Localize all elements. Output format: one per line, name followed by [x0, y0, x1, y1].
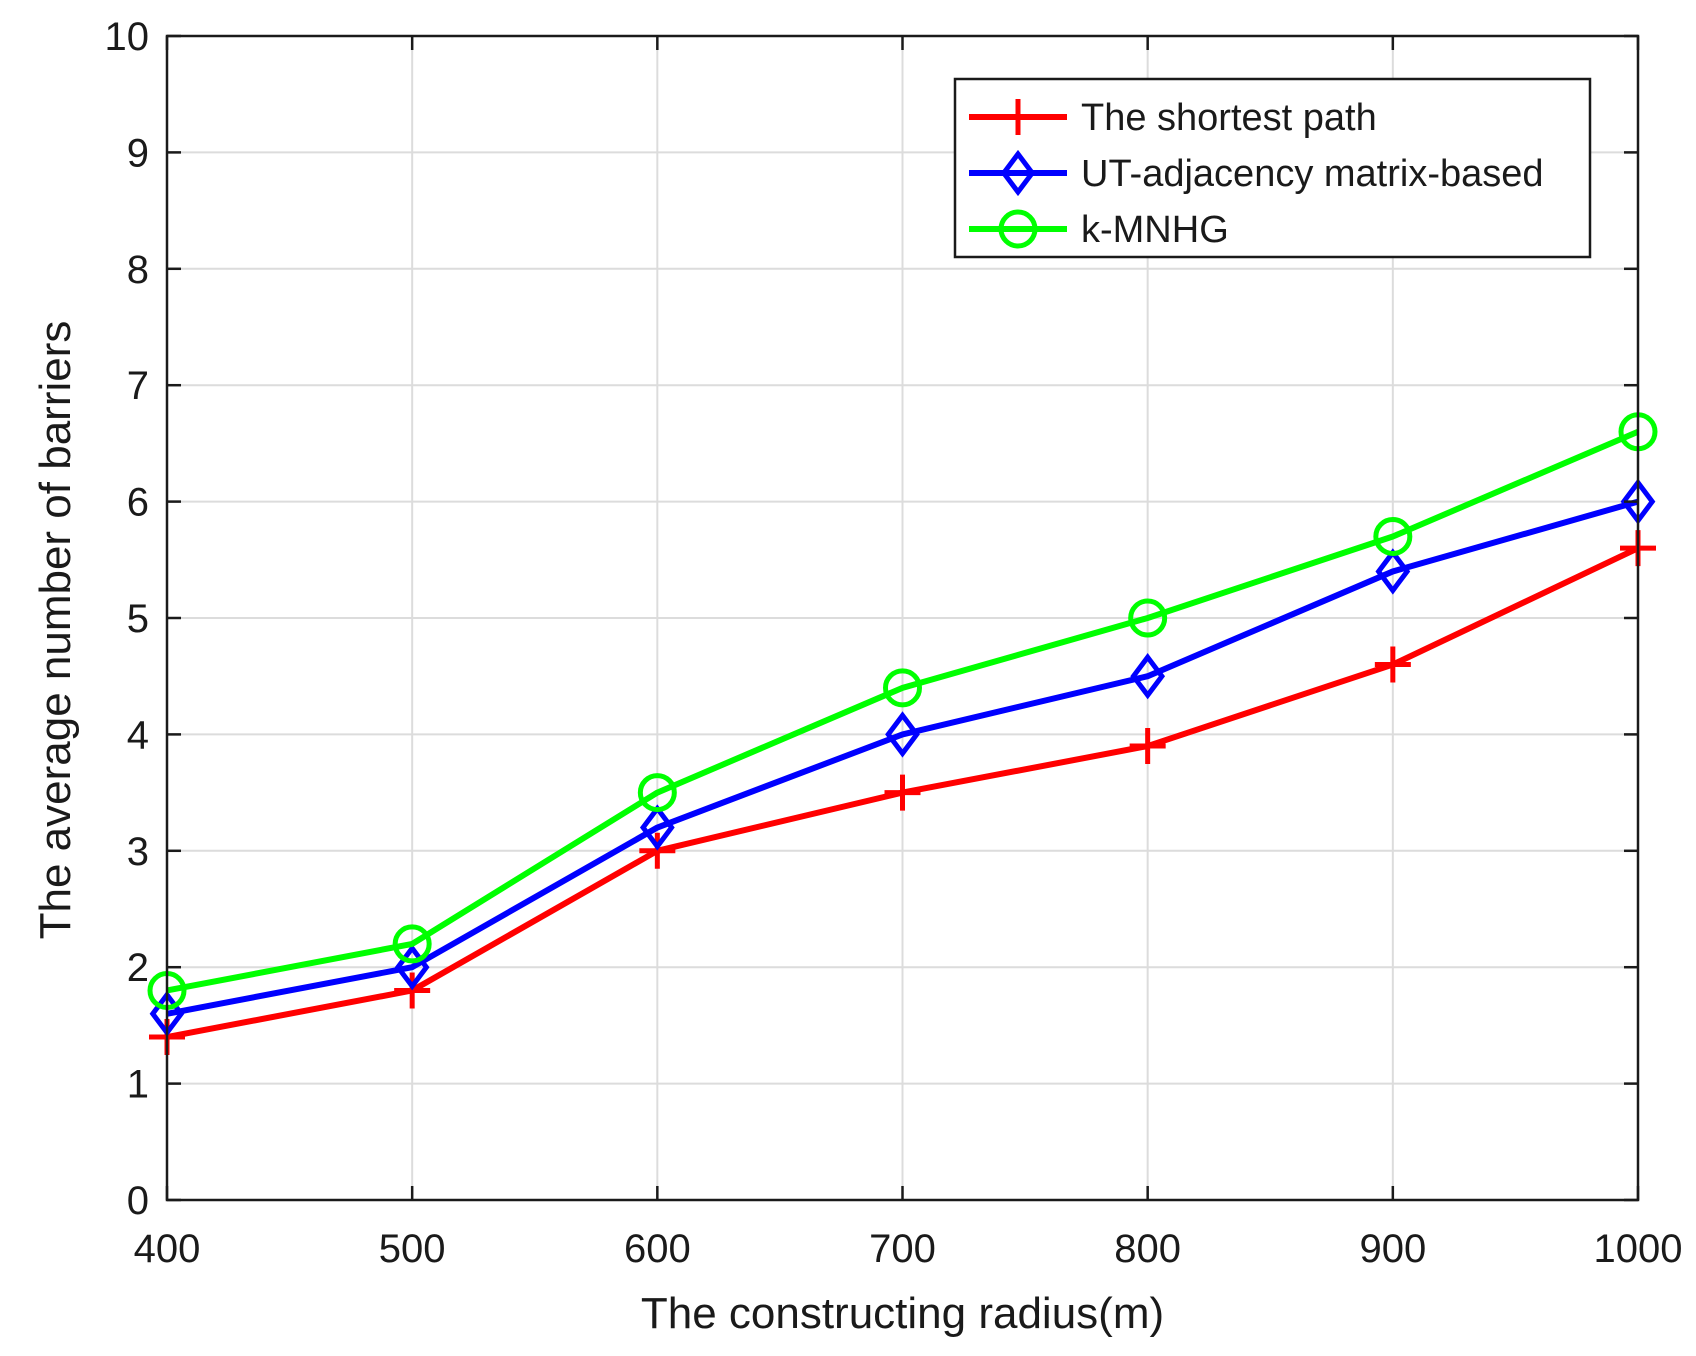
y-tick-label: 4: [127, 713, 149, 757]
plus-marker: [1000, 99, 1036, 135]
x-tick-label: 500: [379, 1227, 446, 1271]
y-tick-label: 1: [127, 1063, 149, 1107]
x-axis-title: The constructing radius(m): [641, 1289, 1164, 1338]
series-line: [166, 429, 1640, 994]
y-tick-label: 6: [127, 481, 149, 525]
plus-marker: [1129, 728, 1166, 765]
x-tick-label: 1000: [1594, 1227, 1683, 1271]
x-tick-label: 600: [624, 1227, 691, 1271]
legend-label: UT-adjacency matrix-based: [1081, 153, 1544, 195]
y-tick-label: 10: [105, 15, 150, 59]
circle-marker: [883, 668, 922, 708]
y-tick-label: 3: [127, 830, 149, 874]
y-tick-label: 8: [127, 248, 149, 292]
x-tick-label: 800: [1114, 1227, 1181, 1271]
circle-marker: [637, 773, 677, 813]
diamond-marker: [885, 711, 920, 758]
y-tick-label: 7: [127, 364, 149, 408]
y-tick-label: 2: [127, 946, 149, 990]
circle-marker: [392, 924, 432, 964]
legend-item: k-MNHG: [969, 209, 1229, 251]
diamond-marker: [1375, 548, 1411, 595]
legend-label: The shortest path: [1081, 97, 1377, 139]
plus-marker: [394, 972, 431, 1009]
y-axis-title: The average number of barriers: [31, 321, 80, 940]
diamond-marker: [1130, 653, 1166, 700]
axis-ticks: 400 500 600 700 800 900 1000 0 1 2 3 4 5 6 7 8 9 10: [105, 15, 1683, 1271]
x-tick-label: 700: [869, 1227, 936, 1271]
legend-item: The shortest path: [969, 97, 1377, 139]
circle-marker: [1128, 598, 1168, 638]
legend-label: k-MNHG: [1081, 209, 1229, 251]
series-line: [166, 498, 1639, 1017]
y-tick-label: 0: [127, 1179, 149, 1223]
diamond-marker: [639, 804, 675, 851]
plus-marker: [884, 774, 921, 811]
y-tick-label: 5: [127, 597, 149, 641]
x-tick-label: 900: [1359, 1227, 1426, 1271]
series-layer: [147, 412, 1658, 1056]
circle-marker: [1373, 517, 1413, 557]
plus-marker: [1374, 646, 1411, 683]
legend-item: UT-adjacency matrix-based: [969, 149, 1544, 197]
series-1: [149, 530, 1656, 1056]
legend: The shortest path UT-adjacency matrix-bas…: [953, 77, 1592, 259]
y-tick-label: 9: [127, 131, 149, 175]
diamond-marker: [1000, 149, 1036, 197]
plus-marker: [639, 832, 676, 869]
x-tick-label: 400: [134, 1227, 201, 1271]
circle-marker: [998, 209, 1038, 249]
